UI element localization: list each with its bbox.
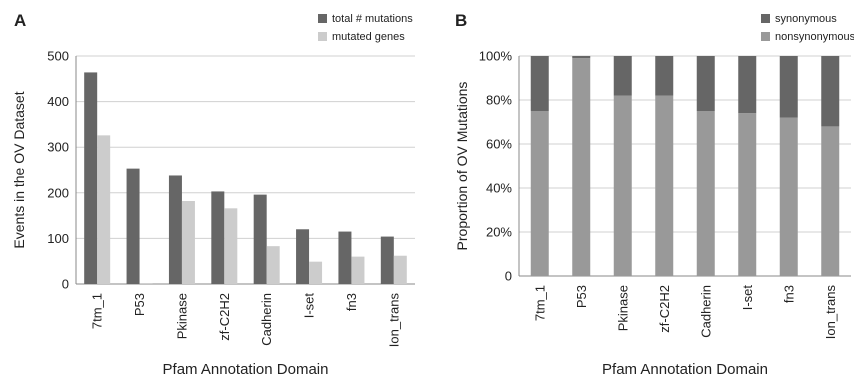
chart-b-gridlines <box>518 55 851 277</box>
y-tick-label: 40% <box>486 181 512 196</box>
chart-b-x-ticks: 7tm_1 P53 Pkinase zf-C2H2 Cadherin I-set fn3 Io… <box>532 285 838 340</box>
bar-mutated-genes-i-set <box>309 261 323 284</box>
bar-total-mutations-7tm-1 <box>84 72 98 284</box>
bar-synonymous-pkinase <box>613 56 632 96</box>
bar-total-mutations-fn3 <box>338 231 352 284</box>
legend-swatch-total-mutations <box>318 14 327 23</box>
chart-b-legend: synonymous nonsynonymous <box>761 13 854 43</box>
y-tick-label: 60% <box>486 137 512 152</box>
x-tick-label: fn3 <box>781 285 796 303</box>
bar-synonymous-zf-c2h2 <box>655 56 674 96</box>
bar-synonymous-7tm-1 <box>530 56 549 111</box>
legend-swatch-nonsynonymous <box>761 32 770 41</box>
chart-b-x-axis-label: Pfam Annotation Domain <box>602 361 768 377</box>
bar-nonsynonymous-pkinase <box>613 95 632 276</box>
bar-total-mutations-cadherin <box>253 194 267 284</box>
x-tick-label: I-set <box>302 293 317 319</box>
bar-synonymous-cadherin <box>696 56 715 111</box>
x-tick-label: Cadherin <box>259 293 274 346</box>
legend-label-mutated-genes: mutated genes <box>332 31 405 43</box>
chart-a-x-axis-label: Pfam Annotation Domain <box>163 361 329 377</box>
x-tick-label: Ion_trans <box>386 293 401 348</box>
bar-synonymous-p53 <box>572 56 591 59</box>
bar-total-mutations-zf-c2h2 <box>211 191 225 284</box>
x-tick-label: Ion_trans <box>823 285 838 340</box>
x-tick-label: zf-C2H2 <box>217 293 232 341</box>
x-tick-label: Pkinase <box>174 293 189 339</box>
y-tick-label: 100 <box>47 231 69 246</box>
chart-b-y-ticks: 0 20% 40% 60% 80% 100% <box>479 49 513 284</box>
x-tick-label: I-set <box>740 285 755 311</box>
legend-label-total-mutations: total # mutations <box>332 13 413 25</box>
bar-nonsynonymous-fn3 <box>779 117 798 276</box>
y-tick-label: 0 <box>62 277 69 292</box>
legend-swatch-mutated-genes <box>318 32 327 41</box>
panel-letter-a: A <box>14 11 26 30</box>
bar-mutated-genes-fn3 <box>351 256 365 284</box>
chart-b: 0 20% 40% 60% 80% 100% 7tm_1 P53 Pkinase zf-C2H2… <box>454 13 854 377</box>
bar-mutated-genes-7tm-1 <box>97 135 111 284</box>
legend-label-nonsynonymous: nonsynonymous <box>775 31 854 43</box>
x-tick-label: zf-C2H2 <box>657 285 672 333</box>
bar-nonsynonymous-i-set <box>738 113 757 276</box>
chart-b-y-axis-label: Proportion of OV Mutations <box>454 82 470 251</box>
x-tick-label: fn3 <box>344 293 359 311</box>
bar-synonymous-ion-trans <box>821 56 840 127</box>
bar-nonsynonymous-p53 <box>572 58 591 277</box>
bar-nonsynonymous-zf-c2h2 <box>655 95 674 276</box>
panel-letter-b: B <box>455 11 467 30</box>
bar-total-mutations-ion-trans <box>380 236 394 284</box>
bar-total-mutations-pkinase <box>168 175 182 284</box>
x-tick-label: Pkinase <box>615 285 630 331</box>
chart-a-legend: total # mutations mutated genes <box>318 13 413 43</box>
y-tick-label: 300 <box>47 140 69 155</box>
x-tick-label: P53 <box>132 293 147 316</box>
y-tick-label: 80% <box>486 93 512 108</box>
x-tick-label: P53 <box>574 285 589 308</box>
bar-nonsynonymous-ion-trans <box>821 126 840 277</box>
chart-a-y-ticks: 0 100 200 300 400 500 <box>47 49 69 292</box>
y-tick-label: 20% <box>486 225 512 240</box>
bar-mutated-genes-ion-trans <box>393 255 407 284</box>
chart-b-bars <box>530 56 840 277</box>
x-tick-label: 7tm_1 <box>90 293 105 329</box>
x-tick-label: 7tm_1 <box>532 285 547 321</box>
bar-nonsynonymous-cadherin <box>696 111 715 276</box>
bar-total-mutations-p53 <box>126 168 140 284</box>
legend-swatch-synonymous <box>761 14 770 23</box>
chart-a-bars <box>84 72 407 284</box>
bar-mutated-genes-p53 <box>139 283 153 284</box>
bar-mutated-genes-zf-c2h2 <box>224 208 238 284</box>
chart-a: 0 100 200 300 400 500 7tm_1 P53 Pkinase zf-C2H2 C… <box>11 13 415 377</box>
bar-synonymous-i-set <box>738 56 757 114</box>
x-tick-label: Cadherin <box>698 285 713 338</box>
legend-label-synonymous: synonymous <box>775 13 837 25</box>
y-tick-label: 500 <box>47 49 69 64</box>
chart-a-x-ticks: 7tm_1 P53 Pkinase zf-C2H2 Cadherin I-set fn3 Io… <box>90 293 402 348</box>
chart-a-y-axis-label: Events in the OV Dataset <box>11 91 27 248</box>
y-tick-label: 200 <box>47 185 69 200</box>
bar-synonymous-fn3 <box>779 56 798 118</box>
y-tick-label: 100% <box>479 49 513 64</box>
bar-total-mutations-i-set <box>296 229 310 284</box>
y-tick-label: 0 <box>505 269 512 284</box>
bar-nonsynonymous-7tm-1 <box>530 111 549 276</box>
y-tick-label: 400 <box>47 94 69 109</box>
bar-mutated-genes-pkinase <box>181 201 195 284</box>
bar-mutated-genes-cadherin <box>266 246 280 284</box>
